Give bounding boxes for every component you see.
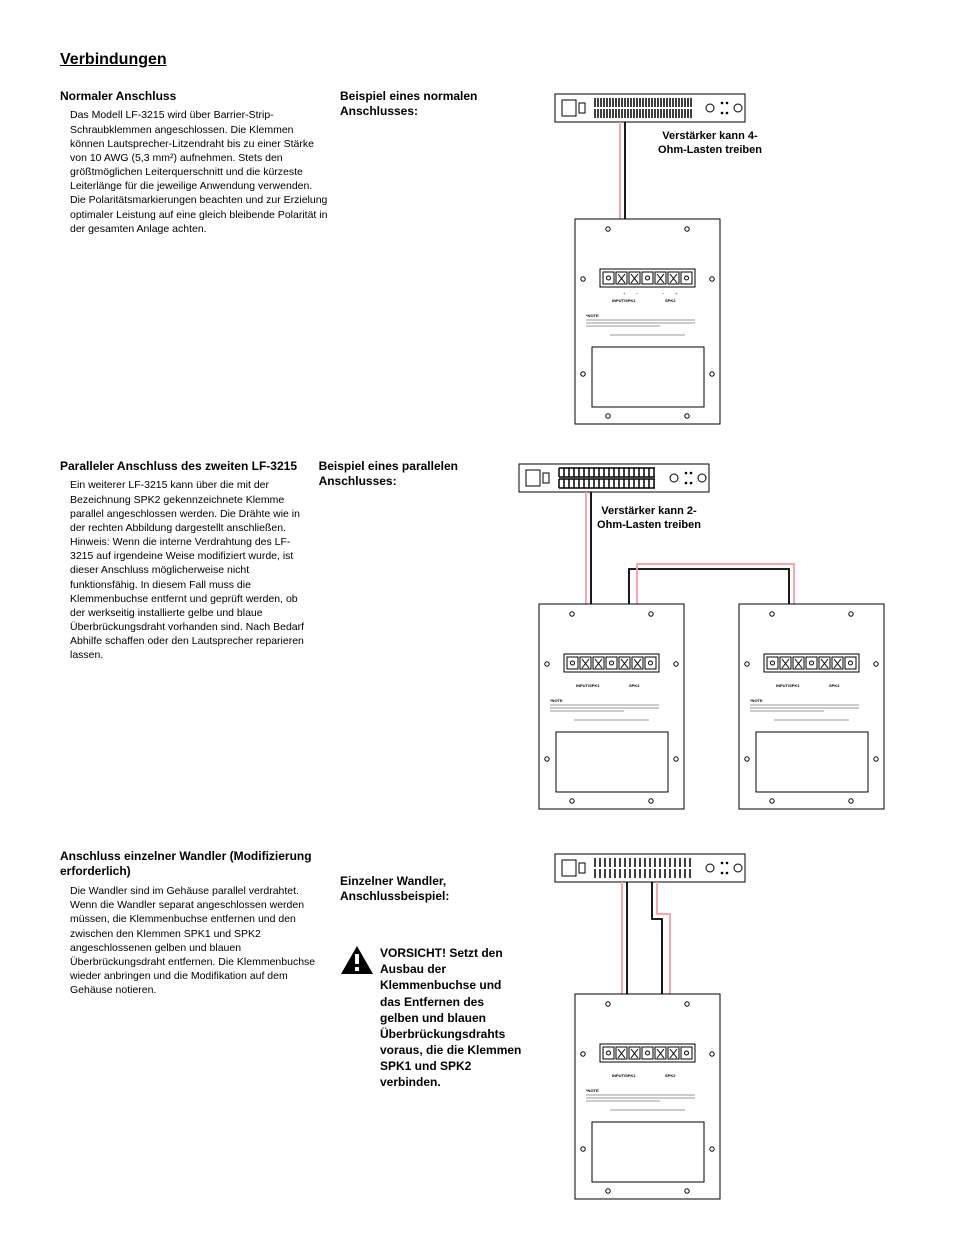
page-title: Verbindungen <box>60 50 894 71</box>
section-parallel: Paralleler Anschluss des zweiten LF-3215… <box>60 459 894 819</box>
svg-text:INPUT/SPK1: INPUT/SPK1 <box>612 298 636 303</box>
heading-parallel: Paralleler Anschluss des zweiten LF-3215 <box>60 459 307 475</box>
caption-parallel: Verstärker kann 2- Ohm-Lasten treiben <box>579 504 719 533</box>
svg-text:SPK2: SPK2 <box>665 1073 676 1078</box>
svg-text:SPK2: SPK2 <box>629 683 640 688</box>
svg-text:INPUT/SPK1: INPUT/SPK1 <box>576 683 600 688</box>
section-single: Anschluss einzelner Wandler (Modifizieru… <box>60 849 894 1209</box>
example-normal: Beispiel eines normalen Anschlusses: <box>340 89 522 120</box>
svg-text:SPK2: SPK2 <box>665 298 676 303</box>
caption-normal: Verstärker kann 4- Ohm-Lasten treiben <box>640 129 780 158</box>
body-single: Die Wandler sind im Gehäuse parallel ver… <box>60 884 328 997</box>
section-normal: Normaler Anschluss Das Modell LF-3215 wi… <box>60 89 894 429</box>
svg-text:SPK2: SPK2 <box>829 683 840 688</box>
body-parallel: Ein weiterer LF-3215 kann über die mit d… <box>60 478 307 662</box>
svg-text:*NOTE: *NOTE <box>750 698 763 703</box>
body-normal: Das Modell LF-3215 wird über Barrier-Str… <box>60 108 328 236</box>
example-single: Einzelner Wandler, Anschlussbeispiel: <box>340 874 522 905</box>
svg-text:INPUT/SPK1: INPUT/SPK1 <box>612 1073 636 1078</box>
caution-text: VORSICHT! Setzt den Ausbau der Klemmenbu… <box>380 945 522 1091</box>
heading-normal: Normaler Anschluss <box>60 89 328 105</box>
diagram-single: INPUT/SPK1 SPK2 *NOTE <box>530 849 760 1209</box>
svg-text:*NOTE: *NOTE <box>586 313 599 318</box>
warning-icon <box>340 945 374 975</box>
heading-single: Anschluss einzelner Wandler (Modifizieru… <box>60 849 328 880</box>
svg-text:*NOTE: *NOTE <box>550 698 563 703</box>
example-parallel: Beispiel eines parallelen Anschlusses: <box>319 459 486 490</box>
svg-text:INPUT/SPK1: INPUT/SPK1 <box>776 683 800 688</box>
svg-text:*NOTE: *NOTE <box>586 1088 599 1093</box>
